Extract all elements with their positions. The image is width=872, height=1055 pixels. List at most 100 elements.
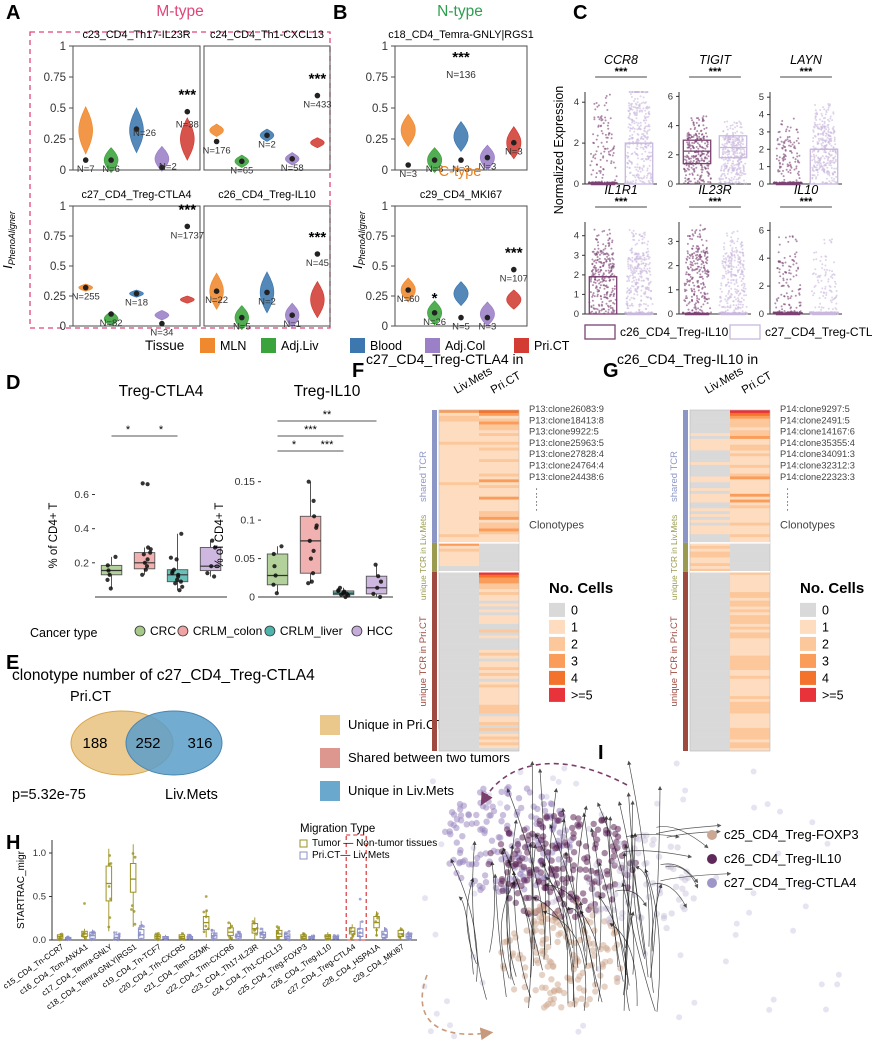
svg-text:No. Cells: No. Cells <box>549 580 613 597</box>
svg-text:N=433: N=433 <box>303 100 331 111</box>
svg-text:N=65: N=65 <box>230 165 253 176</box>
svg-text:p=5.32e-75: p=5.32e-75 <box>12 787 86 803</box>
svg-text:>=5: >=5 <box>571 688 593 702</box>
svg-text:***: *** <box>309 229 327 246</box>
svg-text:2: 2 <box>668 261 673 272</box>
svg-text:0.5: 0.5 <box>33 892 46 903</box>
svg-text:***: *** <box>800 196 814 208</box>
svg-text:4: 4 <box>571 671 578 685</box>
svg-text:2: 2 <box>759 281 764 292</box>
svg-text::: : <box>535 501 538 513</box>
svg-text:4: 4 <box>759 253 764 264</box>
svg-text:Liv.Mets: Liv.Mets <box>165 787 218 803</box>
svg-text:P14:clone35355:4: P14:clone35355:4 <box>780 438 855 448</box>
svg-text:c18_CD4_Temra-GNLY|RGS1: c18_CD4_Temra-GNLY|RGS1 <box>388 29 533 41</box>
svg-text:P14:clone22323:3: P14:clone22323:3 <box>780 472 855 482</box>
svg-text:0: 0 <box>571 603 578 617</box>
svg-text:1: 1 <box>60 201 66 213</box>
svg-text:2: 2 <box>759 144 764 155</box>
svg-text:2: 2 <box>571 637 578 651</box>
svg-text:***: *** <box>321 439 335 451</box>
svg-text:N=34: N=34 <box>150 328 173 339</box>
svg-text:N=38: N=38 <box>176 120 199 131</box>
svg-text:N=58: N=58 <box>281 163 304 174</box>
svg-text:Treg-CTLA4: Treg-CTLA4 <box>119 383 204 400</box>
svg-text:clonotype number of c27_CD4_Tr: clonotype number of c27_CD4_Treg-CTLA4 <box>12 667 315 684</box>
svg-text:6: 6 <box>668 91 673 102</box>
svg-text:P14:clone14167:6: P14:clone14167:6 <box>780 427 855 437</box>
svg-text:0.2: 0.2 <box>74 557 89 569</box>
svg-text:Pri.CT: Pri.CT <box>70 689 111 705</box>
svg-text:***: *** <box>304 424 318 436</box>
svg-text:2: 2 <box>822 637 829 651</box>
svg-text:Liv.Mets: Liv.Mets <box>452 365 495 396</box>
svg-text:N=3: N=3 <box>399 169 417 180</box>
svg-text:c24_CD4_Th1-CXCL13: c24_CD4_Th1-CXCL13 <box>210 29 324 41</box>
svg-text:0.15: 0.15 <box>235 476 256 488</box>
svg-text:P13:clone24764:4: P13:clone24764:4 <box>529 461 604 471</box>
svg-text:1.0: 1.0 <box>33 848 46 859</box>
svg-text:3: 3 <box>759 127 764 138</box>
svg-text:0.5: 0.5 <box>372 103 388 115</box>
svg-text:1: 1 <box>668 285 673 296</box>
svg-text:***: *** <box>452 49 470 66</box>
svg-text:N=2: N=2 <box>258 296 276 307</box>
svg-text:N=5: N=5 <box>233 322 251 333</box>
svg-text:N=1737: N=1737 <box>171 230 205 241</box>
svg-text:0: 0 <box>668 179 673 190</box>
svg-text:1: 1 <box>382 201 388 213</box>
svg-text:P13:clone27828:4: P13:clone27828:4 <box>529 449 604 459</box>
svg-text:0.25: 0.25 <box>44 291 66 303</box>
svg-text:0.05: 0.05 <box>235 553 256 565</box>
svg-text:0: 0 <box>60 165 66 177</box>
svg-text:N=2: N=2 <box>258 139 276 150</box>
svg-text:***: *** <box>179 201 197 218</box>
svg-text:***: *** <box>800 66 814 78</box>
svg-text:Clonotypes: Clonotypes <box>780 519 836 531</box>
svg-text:c23_CD4_Th17-IL23R: c23_CD4_Th17-IL23R <box>82 29 190 41</box>
svg-text:1: 1 <box>822 620 829 634</box>
svg-text:unique TCR in Liv.Mets: unique TCR in Liv.Mets <box>669 515 679 600</box>
svg-text:N-type: N-type <box>437 3 483 20</box>
svg-text:unique TCR in Liv.Mets: unique TCR in Liv.Mets <box>418 515 428 600</box>
svg-text:0: 0 <box>759 179 764 190</box>
svg-text:0.1: 0.1 <box>240 515 255 527</box>
svg-text:% of CD4+ T: % of CD4+ T <box>48 503 60 569</box>
svg-text:P13:clone9922:5: P13:clone9922:5 <box>529 427 599 437</box>
svg-text:CRC: CRC <box>150 624 176 638</box>
svg-text:N=26: N=26 <box>423 317 446 328</box>
svg-text:c26_CD4_Treg-IL10: c26_CD4_Treg-IL10 <box>620 325 729 339</box>
svg-text:N=82: N=82 <box>100 318 123 329</box>
svg-text:1: 1 <box>382 41 388 53</box>
svg-text:188: 188 <box>82 735 107 752</box>
svg-text:*: * <box>292 439 297 451</box>
svg-text:IPhenoAligner: IPhenoAligner <box>0 210 17 269</box>
svg-text:IL23R: IL23R <box>698 183 731 197</box>
svg-text:IL1R1: IL1R1 <box>604 183 637 197</box>
svg-text:No. Cells: No. Cells <box>800 580 864 597</box>
svg-text:5: 5 <box>759 92 764 103</box>
svg-text:***: *** <box>179 87 197 104</box>
svg-text:c27_CD4_Treg-CTLA4 in: c27_CD4_Treg-CTLA4 in <box>366 351 523 367</box>
svg-text:Pri.CT: Pri.CT <box>534 339 570 353</box>
svg-text:***: *** <box>709 66 723 78</box>
svg-text:C-type: C-type <box>439 164 482 180</box>
svg-text:HCC: HCC <box>367 624 393 638</box>
svg-text:*: * <box>159 424 164 436</box>
svg-text:0: 0 <box>822 603 829 617</box>
svg-text:P13:clone18413:8: P13:clone18413:8 <box>529 415 604 425</box>
svg-text:P13:clone25963:5: P13:clone25963:5 <box>529 438 604 448</box>
svg-text:P14:clone2491:5: P14:clone2491:5 <box>780 415 850 425</box>
svg-text:3: 3 <box>668 236 673 247</box>
svg-text:***: *** <box>615 196 629 208</box>
svg-text:1: 1 <box>571 620 578 634</box>
svg-text:N=26: N=26 <box>133 128 156 139</box>
svg-text:IL10: IL10 <box>794 183 818 197</box>
svg-text:N=22: N=22 <box>205 295 228 306</box>
svg-text:N=18: N=18 <box>125 298 148 309</box>
svg-text:N=107: N=107 <box>500 274 528 285</box>
svg-text:M-type: M-type <box>156 3 203 20</box>
svg-text:LAYN: LAYN <box>790 53 823 67</box>
svg-text:0.75: 0.75 <box>366 72 388 84</box>
svg-text:P14:clone9297:5: P14:clone9297:5 <box>780 404 850 414</box>
